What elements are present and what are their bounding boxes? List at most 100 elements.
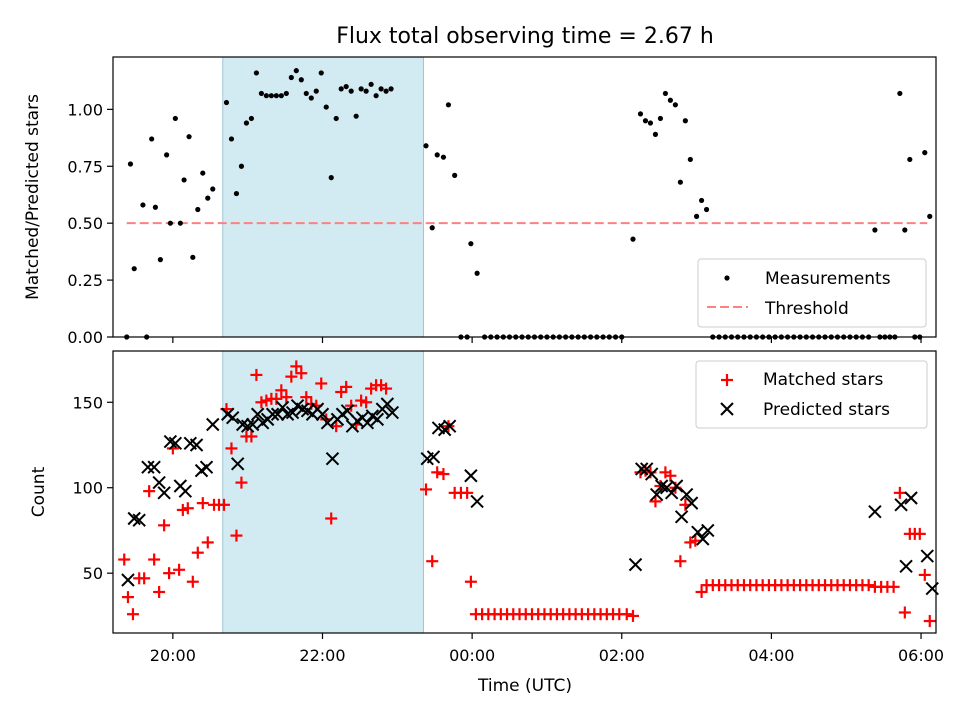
measurement-point	[323, 104, 329, 110]
predicted-star-point	[230, 457, 245, 471]
measurement-point	[902, 227, 908, 233]
top-x-ticks	[172, 337, 922, 343]
predicted-star-point	[635, 462, 649, 476]
measurement-point	[172, 115, 178, 122]
matched-star-point	[270, 392, 283, 405]
y-tick-label: 0.50	[67, 214, 103, 233]
x-axis-label: Time (UTC)	[477, 676, 572, 696]
measurement-point	[667, 97, 673, 103]
predicted-star-point	[696, 532, 710, 546]
matched-star-point	[419, 483, 432, 496]
measurement-point	[127, 161, 134, 167]
measurement-point	[181, 177, 187, 183]
measurement-point	[157, 257, 163, 263]
matched-star-point	[437, 468, 450, 481]
measurement-point	[190, 254, 196, 260]
measurement-point	[363, 88, 369, 94]
measurement-point	[468, 241, 474, 247]
measurement-point	[348, 88, 354, 94]
matched-star-point	[664, 469, 677, 482]
measurement-point	[657, 115, 664, 122]
matched-star-point	[275, 384, 288, 397]
y-tick-label: 100	[72, 479, 103, 498]
measurement-point	[682, 118, 688, 124]
matched-star-point	[918, 568, 931, 581]
matched-star-point	[196, 497, 209, 510]
measurement-point	[268, 93, 274, 99]
measurement-point	[388, 86, 394, 92]
matched-star-point	[201, 536, 214, 549]
predicted-star-point	[380, 397, 395, 411]
measurement-point	[445, 102, 452, 108]
matched-star-point	[230, 529, 243, 542]
measurement-point	[687, 156, 693, 163]
x-tick-label: 04:00	[748, 646, 794, 665]
measurement-point	[358, 86, 364, 92]
measurement-point	[642, 118, 649, 124]
x-tick-label: 06:00	[898, 646, 944, 665]
predicted-star-point	[920, 549, 934, 563]
measurement-point	[248, 115, 255, 122]
matched-star-point	[360, 396, 373, 409]
measurement-point	[243, 120, 250, 126]
measurement-point	[423, 143, 429, 149]
measurement-point	[205, 195, 211, 201]
matched-star-point	[674, 555, 687, 568]
matched-star-point	[380, 382, 393, 395]
legend-predicted-marker	[720, 402, 734, 416]
predicted-star-point	[340, 404, 355, 418]
measurement-point	[233, 190, 240, 197]
measurement-point	[872, 227, 878, 233]
measurement-point	[200, 170, 206, 176]
top-legend-box	[697, 258, 927, 328]
predicted-star-point	[442, 419, 457, 433]
measurement-point	[652, 131, 659, 137]
matched-star-point	[862, 579, 875, 592]
measurement-point	[378, 86, 384, 92]
matched-star-point	[118, 553, 131, 566]
predicted-star-point	[270, 407, 285, 421]
measurement-point	[131, 266, 137, 272]
measurement-point	[907, 156, 913, 163]
measurement-point	[693, 213, 700, 219]
y-tick-label: 0.25	[67, 271, 103, 290]
measurement-point	[263, 93, 269, 99]
x-tick-label: 20:00	[150, 646, 196, 665]
predicted-star-point	[868, 504, 882, 519]
y-tick-label: 150	[72, 393, 103, 412]
measurement-point	[186, 134, 192, 140]
predicted-star-point	[464, 469, 478, 483]
legend-matched-marker	[721, 374, 733, 386]
measurement-point	[258, 90, 264, 97]
matched-star-point	[148, 553, 161, 566]
legend-threshold-label: Threshold	[764, 299, 849, 319]
top-panel: 0.00 0.25 0.50 0.75 1.00 Matched/Predicted s…	[23, 56, 937, 347]
measurement-point	[140, 202, 146, 208]
predicted-star-point	[285, 405, 300, 420]
y-tick-label: 1.00	[67, 100, 103, 119]
x-tick-label: 22:00	[299, 646, 345, 665]
top-legend: Measurements Threshold	[697, 258, 927, 328]
predicted-star-point	[325, 451, 340, 466]
measurement-point	[328, 175, 334, 181]
x-tick-label: 00:00	[449, 646, 495, 665]
measurement-point	[288, 74, 294, 81]
predicted-star-point	[121, 573, 135, 587]
predicted-star-point	[701, 523, 715, 538]
measurement-point	[278, 93, 284, 99]
legend-predicted-label: Predicted stars	[763, 400, 890, 420]
predicted-star-point	[385, 405, 400, 420]
bottom-y-ticks: 50 100 150	[72, 393, 113, 583]
measurement-point	[313, 88, 319, 94]
measurement-point	[672, 102, 678, 108]
matched-star-point	[138, 572, 151, 585]
matched-star-point	[250, 368, 263, 381]
measurement-point	[195, 206, 201, 213]
matched-star-point	[280, 391, 293, 404]
matched-star-point	[913, 527, 926, 540]
matched-star-point	[173, 563, 186, 576]
matched-star-point	[426, 555, 439, 568]
measurement-point	[223, 99, 230, 106]
measurement-point	[897, 90, 903, 97]
predicted-star-point	[899, 559, 913, 574]
